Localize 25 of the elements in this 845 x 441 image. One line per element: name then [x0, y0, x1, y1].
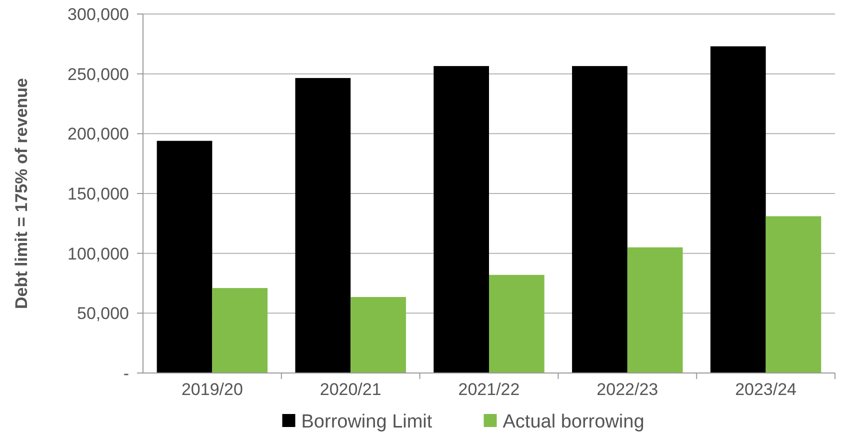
x-tick-label: 2023/24	[735, 380, 797, 399]
y-tick-label: 150,000	[68, 184, 129, 204]
bar	[434, 66, 489, 373]
bar	[766, 216, 822, 373]
bar	[295, 78, 351, 373]
bar	[156, 140, 212, 373]
y-tick-label: 100,000	[68, 244, 129, 264]
y-tick-label: 50,000	[77, 304, 129, 324]
bar	[212, 288, 268, 373]
bar	[350, 297, 406, 373]
bar	[572, 66, 628, 373]
bar	[627, 247, 683, 373]
x-tick-label: 2022/23	[596, 380, 658, 399]
legend-label: Actual borrowing	[502, 412, 644, 433]
bar	[489, 274, 544, 373]
x-tick-label: 2019/20	[181, 380, 243, 399]
x-tick-label: 2021/22	[458, 380, 520, 399]
y-tick-label: 250,000	[68, 64, 129, 84]
y-axis-title: Debt limit = 175% of revenue	[12, 78, 31, 309]
y-tick-label: 300,000	[68, 4, 129, 24]
y-tick-label: -	[123, 364, 129, 383]
legend-label: Borrowing Limit	[301, 412, 433, 433]
bar	[710, 46, 766, 373]
y-tick-label: 200,000	[68, 124, 129, 144]
x-tick-label: 2020/21	[320, 380, 382, 399]
